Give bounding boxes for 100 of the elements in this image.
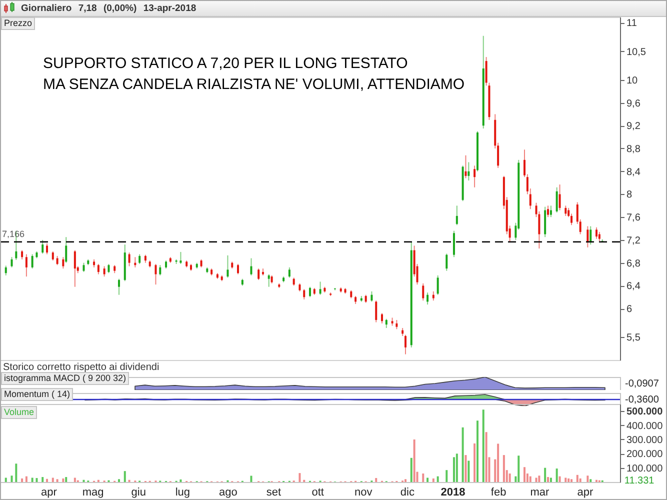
bar [42,477,44,482]
candlestick [210,268,213,276]
bar [462,427,464,482]
bar [426,478,429,482]
bar [298,473,301,482]
candlestick [282,276,285,283]
candlestick [324,286,326,294]
bar [518,456,520,482]
chart-title: Giornaliero 7,18 (0,00%) 13-apr-2018 [21,3,196,14]
x-tick-label: apr [41,486,58,498]
candlestick [270,274,273,284]
bar [456,454,458,482]
chart-title: Volume [1,406,38,419]
y-tick-label: 300.000 [626,434,664,446]
y-tick-label: 400.000 [626,420,664,432]
x-tick-label: 2018 [440,486,466,498]
candlestick [350,290,352,299]
y-tick-label: 10,5 [626,46,646,58]
bar [464,455,467,482]
chart-title: Momentum ( 14) [1,388,74,401]
x-tick-label: giu [131,486,146,498]
bar [502,455,505,482]
bar [52,478,54,482]
x-tick-label: mar [530,486,550,498]
candlestick [93,258,96,268]
y-tick-label: 5,5 [626,332,641,344]
x-tick-label: ago [219,486,238,498]
x-tick-label: apr [577,486,594,498]
bar [468,460,470,482]
candlestick [313,287,316,296]
bar [508,473,511,482]
candlestick [298,282,301,292]
bar [56,479,58,482]
candlestick [344,287,346,294]
bar [413,439,416,482]
candlestick [87,258,90,266]
candlestick [354,295,357,304]
bar [586,476,589,482]
text: -0,3600 [625,394,660,406]
y-tick-label: 6,8 [626,258,641,270]
bar [556,468,558,482]
candlestick [190,263,192,272]
candlestick [114,264,116,274]
candlestick [148,260,151,268]
bar [15,464,18,482]
y-tick-label: 8 [626,190,632,201]
bar [570,479,573,482]
candlestick [196,262,198,270]
bar [544,468,546,482]
bar [576,474,578,482]
candlestick [278,282,280,288]
bar [65,477,68,482]
y-tick-label: 9,6 [626,98,641,110]
bar [410,458,412,482]
bar [538,476,540,482]
bar [10,476,13,482]
chart-title: istogramma MACD ( 9 200 32) [1,372,130,385]
bar [25,476,28,482]
candlestick [36,250,38,259]
bar [31,478,34,482]
bar [474,443,476,482]
y-tick-label: 7,2 [626,235,641,246]
y-tick-label: 8,8 [626,144,641,155]
bar [180,479,182,482]
y-tick-label: 8,4 [626,166,641,178]
x-tick-label: mag [82,486,104,498]
candlestick [165,260,168,270]
bar [497,444,500,482]
bar [422,473,424,482]
annotation: SUPPORTO STATICO A 7,20 PER IL LONG TESTATO [43,55,408,72]
y-tick-label: 100.000 [626,463,664,474]
candlestick [340,286,342,294]
bar [375,478,378,482]
x-tick-label: set [266,486,282,498]
bar [590,479,592,482]
bar [550,478,552,482]
bar [535,478,538,482]
bar [524,467,526,482]
bar [124,471,126,482]
x-tick-label: nov [354,486,373,498]
candlestick [292,277,295,286]
y-tick-label: 6 [626,304,632,316]
bar [529,476,532,482]
y-tick-label: 10 [626,75,638,86]
bar [36,478,38,482]
bar [446,470,448,482]
text: Storico corretto rispetto ai dividendi [3,362,160,373]
bar [46,478,48,482]
y-tick-label: 11 [626,18,638,30]
bar [250,476,252,482]
candlestick [144,254,146,264]
chart-subtitle: Prezzo [1,17,36,30]
candlestick [241,278,244,286]
candlestick [262,268,264,276]
bar [4,478,7,482]
x-tick-label: dic [400,486,415,498]
candlestick [200,258,202,268]
bar [568,478,570,482]
bar [74,478,76,482]
candlestick [206,266,208,274]
